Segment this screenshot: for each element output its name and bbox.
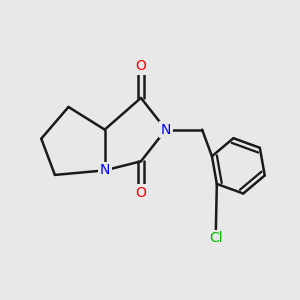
- Text: Cl: Cl: [209, 231, 223, 245]
- Text: O: O: [136, 186, 146, 200]
- Text: N: N: [100, 164, 110, 177]
- Text: N: N: [161, 123, 171, 136]
- Text: O: O: [136, 59, 146, 73]
